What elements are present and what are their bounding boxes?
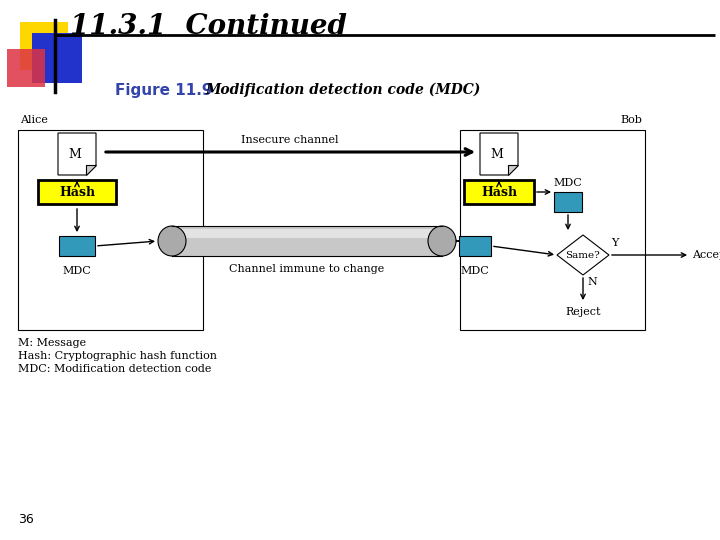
Polygon shape	[508, 165, 518, 175]
Ellipse shape	[428, 226, 456, 256]
Text: M: M	[490, 147, 503, 160]
Text: Hash: Hash	[59, 186, 95, 199]
Text: Bob: Bob	[620, 115, 642, 125]
Bar	[172, 226, 442, 256]
Text: Alice: Alice	[20, 115, 48, 125]
Text: MDC: MDC	[461, 266, 490, 276]
Text: Insecure channel: Insecure channel	[241, 135, 338, 145]
Text: M: M	[68, 147, 81, 160]
Text: Reject: Reject	[565, 307, 600, 317]
Text: 36: 36	[18, 513, 34, 526]
Bar	[32, 33, 82, 83]
Bar	[18, 130, 203, 330]
Bar	[554, 192, 582, 212]
Bar	[20, 22, 68, 70]
Text: Modification detection code (MDC): Modification detection code (MDC)	[205, 83, 480, 97]
Text: N: N	[587, 277, 597, 287]
Text: Same?: Same?	[566, 251, 600, 260]
Bar	[460, 130, 645, 330]
Polygon shape	[86, 165, 96, 175]
Text: Accept: Accept	[692, 250, 720, 260]
Bar	[38, 180, 116, 204]
Text: MDC: Modification detection code: MDC: Modification detection code	[18, 364, 212, 374]
Text: Hash: Cryptographic hash function: Hash: Cryptographic hash function	[18, 351, 217, 361]
Polygon shape	[557, 235, 609, 275]
Text: 11.3.1  Continued: 11.3.1 Continued	[70, 12, 347, 39]
Bar	[459, 236, 491, 256]
Text: Hash: Hash	[481, 186, 517, 199]
Polygon shape	[58, 133, 96, 175]
Polygon shape	[480, 133, 518, 175]
Bar	[59, 236, 95, 256]
Text: M: Message: M: Message	[18, 338, 86, 348]
Bar	[172, 229, 442, 238]
Text: MDC: MDC	[554, 178, 582, 188]
Bar	[464, 180, 534, 204]
Text: MDC: MDC	[63, 266, 91, 276]
Text: Y: Y	[611, 238, 618, 248]
Ellipse shape	[158, 226, 186, 256]
Text: Channel immune to change: Channel immune to change	[230, 264, 384, 274]
Text: Figure 11.9: Figure 11.9	[115, 83, 212, 98]
Bar	[7, 49, 45, 87]
